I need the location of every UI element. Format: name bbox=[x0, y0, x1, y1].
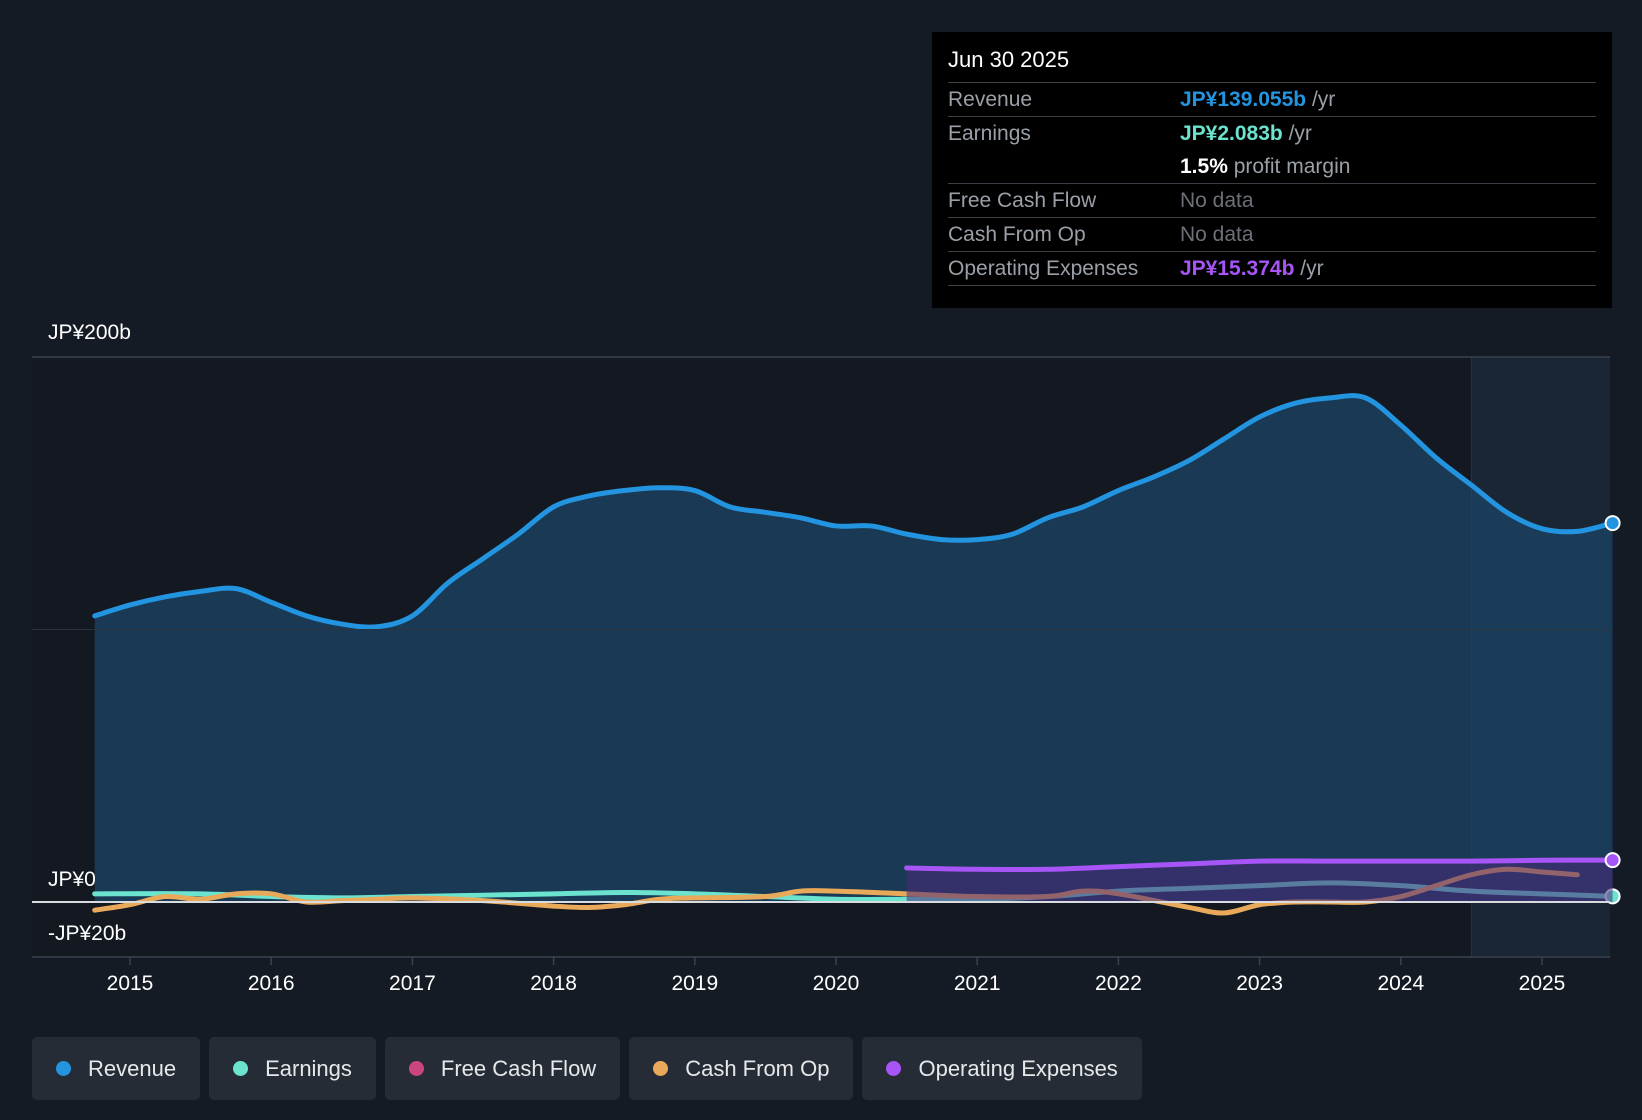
tooltip-row: Earnings JP¥2.083b /yr bbox=[948, 116, 1596, 150]
x-tick-label: 2018 bbox=[530, 972, 577, 995]
tooltip-row: 1.5% profit margin bbox=[948, 150, 1596, 183]
x-tick-label: 2025 bbox=[1519, 972, 1566, 995]
tooltip-unit: profit margin bbox=[1227, 154, 1351, 178]
x-tick-label: 2015 bbox=[107, 972, 154, 995]
tooltip-unit: /yr bbox=[1282, 121, 1312, 145]
tooltip-unit: /yr bbox=[1294, 256, 1324, 280]
tooltip-label: Cash From Op bbox=[948, 222, 1086, 246]
tooltip-unit: /yr bbox=[1306, 87, 1336, 111]
tooltip-row: Cash From Op No data bbox=[948, 217, 1596, 251]
series-line-revenue bbox=[92, 393, 1616, 630]
legend-label: Earnings bbox=[265, 1055, 352, 1081]
tooltip-row: Operating Expenses JP¥15.374b /yr bbox=[948, 251, 1596, 286]
tooltip-value: JP¥139.055b bbox=[1180, 87, 1307, 111]
tooltip-value: 1.5% bbox=[1180, 154, 1228, 178]
legend-item-operating-expenses[interactable]: Operating Expenses bbox=[862, 1037, 1142, 1100]
legend-item-earnings[interactable]: Earnings bbox=[209, 1037, 376, 1100]
legend-dot-icon bbox=[233, 1061, 249, 1076]
tooltip-row: Revenue JP¥139.055b /yr bbox=[948, 82, 1596, 116]
series-endpoint-operating-expenses[interactable] bbox=[1604, 852, 1621, 869]
legend-label: Revenue bbox=[88, 1055, 177, 1081]
legend-label: Free Cash Flow bbox=[440, 1055, 597, 1081]
x-tick-label: 2016 bbox=[248, 972, 295, 995]
legend-dot-icon bbox=[408, 1061, 424, 1076]
tooltip-row: Free Cash Flow No data bbox=[948, 183, 1596, 217]
tooltip-label: Earnings bbox=[948, 121, 1031, 145]
legend-item-cash-from-op[interactable]: Cash From Op bbox=[629, 1037, 854, 1100]
x-tick-label: 2020 bbox=[813, 972, 860, 995]
y-axis-label: -JP¥20b bbox=[48, 922, 126, 945]
tooltip-panel: Jun 30 2025 Revenue JP¥139.055b /yr Earnin… bbox=[932, 32, 1612, 308]
y-axis-label: JP¥200b bbox=[48, 321, 131, 344]
legend-item-free-cash-flow[interactable]: Free Cash Flow bbox=[384, 1037, 621, 1100]
tooltip-date: Jun 30 2025 bbox=[948, 47, 1070, 72]
tooltip-label: Revenue bbox=[948, 87, 1033, 111]
series-line-operating-expenses bbox=[904, 857, 1616, 873]
legend-label: Operating Expenses bbox=[918, 1055, 1118, 1081]
series-area-revenue bbox=[94, 395, 1613, 902]
tooltip-value: JP¥15.374b bbox=[1180, 256, 1295, 280]
tooltip-label: Free Cash Flow bbox=[948, 188, 1097, 212]
legend: Revenue Earnings Free Cash Flow Cash From O… bbox=[32, 1037, 1142, 1100]
x-tick-label: 2019 bbox=[671, 972, 718, 995]
x-tick-label: 2023 bbox=[1236, 972, 1283, 995]
x-tick-label: 2021 bbox=[954, 972, 1001, 995]
tooltip-value: No data bbox=[1180, 188, 1254, 212]
x-tick-label: 2022 bbox=[1095, 972, 1142, 995]
x-tick-label: 2017 bbox=[389, 972, 436, 995]
legend-dot-icon bbox=[56, 1061, 71, 1076]
series-endpoint-revenue[interactable] bbox=[1604, 515, 1621, 532]
legend-label: Cash From Op bbox=[685, 1055, 830, 1081]
tooltip-value: No data bbox=[1180, 222, 1254, 246]
tooltip-value: JP¥2.083b bbox=[1180, 121, 1283, 145]
legend-dot-icon bbox=[886, 1061, 902, 1076]
legend-item-revenue[interactable]: Revenue bbox=[32, 1037, 201, 1100]
legend-dot-icon bbox=[653, 1061, 669, 1076]
y-axis-label: JP¥0 bbox=[48, 868, 96, 891]
x-tick-label: 2024 bbox=[1377, 972, 1424, 995]
tooltip-label: Operating Expenses bbox=[948, 256, 1139, 280]
